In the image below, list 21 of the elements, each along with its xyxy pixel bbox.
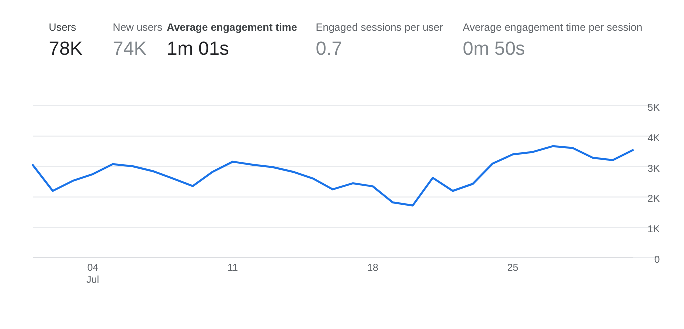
y-tick-label: 1K [648, 224, 660, 236]
y-tick-label: 3K [648, 164, 660, 175]
y-tick-label: 4K [648, 133, 660, 144]
text: Average engagement time per session [463, 22, 643, 34]
text: 0.7 [316, 39, 342, 60]
text: 78K [49, 39, 84, 60]
text: New users [113, 22, 163, 34]
line-series [32, 145, 634, 207]
text: 1m 01s [167, 39, 230, 60]
x-tick-label: 25 [507, 263, 519, 274]
text: Users [49, 22, 76, 34]
y-tick-label: 2K [648, 194, 660, 206]
text: Average engagement time [167, 22, 298, 34]
x-tick-label: 18 [367, 263, 379, 274]
y-tick-label: 5K [648, 103, 660, 114]
text: Engaged sessions per user [316, 22, 444, 34]
y-tick-label: 0 [654, 255, 660, 266]
x-tick-label: 11 [228, 263, 239, 274]
text: 0m 50s [463, 39, 526, 60]
x-tick-label: 04 Jul [86, 263, 100, 286]
text: 74K [113, 39, 148, 60]
